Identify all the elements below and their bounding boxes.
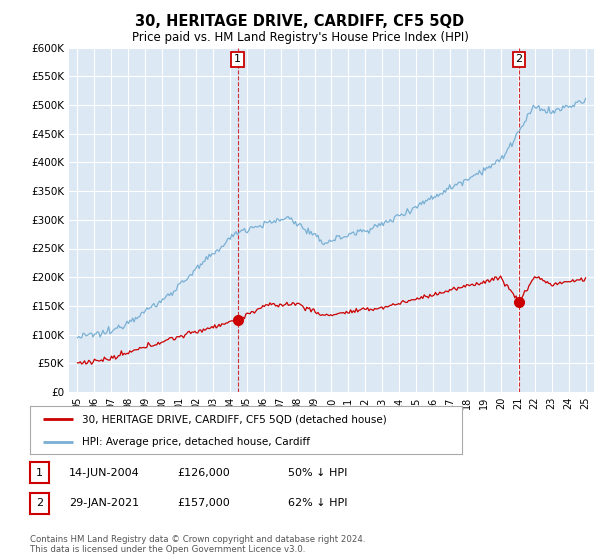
Text: 29-JAN-2021: 29-JAN-2021 xyxy=(69,498,139,508)
Text: 2: 2 xyxy=(36,498,43,508)
Text: £157,000: £157,000 xyxy=(177,498,230,508)
Text: Price paid vs. HM Land Registry's House Price Index (HPI): Price paid vs. HM Land Registry's House … xyxy=(131,31,469,44)
Text: 1: 1 xyxy=(36,468,43,478)
Text: 30, HERITAGE DRIVE, CARDIFF, CF5 5QD: 30, HERITAGE DRIVE, CARDIFF, CF5 5QD xyxy=(136,14,464,29)
Text: 14-JUN-2004: 14-JUN-2004 xyxy=(69,468,140,478)
Text: 1: 1 xyxy=(234,54,241,64)
Text: 30, HERITAGE DRIVE, CARDIFF, CF5 5QD (detached house): 30, HERITAGE DRIVE, CARDIFF, CF5 5QD (de… xyxy=(82,414,386,424)
Text: £126,000: £126,000 xyxy=(177,468,230,478)
Text: 62% ↓ HPI: 62% ↓ HPI xyxy=(288,498,347,508)
Text: 50% ↓ HPI: 50% ↓ HPI xyxy=(288,468,347,478)
Text: Contains HM Land Registry data © Crown copyright and database right 2024.
This d: Contains HM Land Registry data © Crown c… xyxy=(30,535,365,554)
Text: 2: 2 xyxy=(515,54,523,64)
Text: HPI: Average price, detached house, Cardiff: HPI: Average price, detached house, Card… xyxy=(82,437,310,447)
